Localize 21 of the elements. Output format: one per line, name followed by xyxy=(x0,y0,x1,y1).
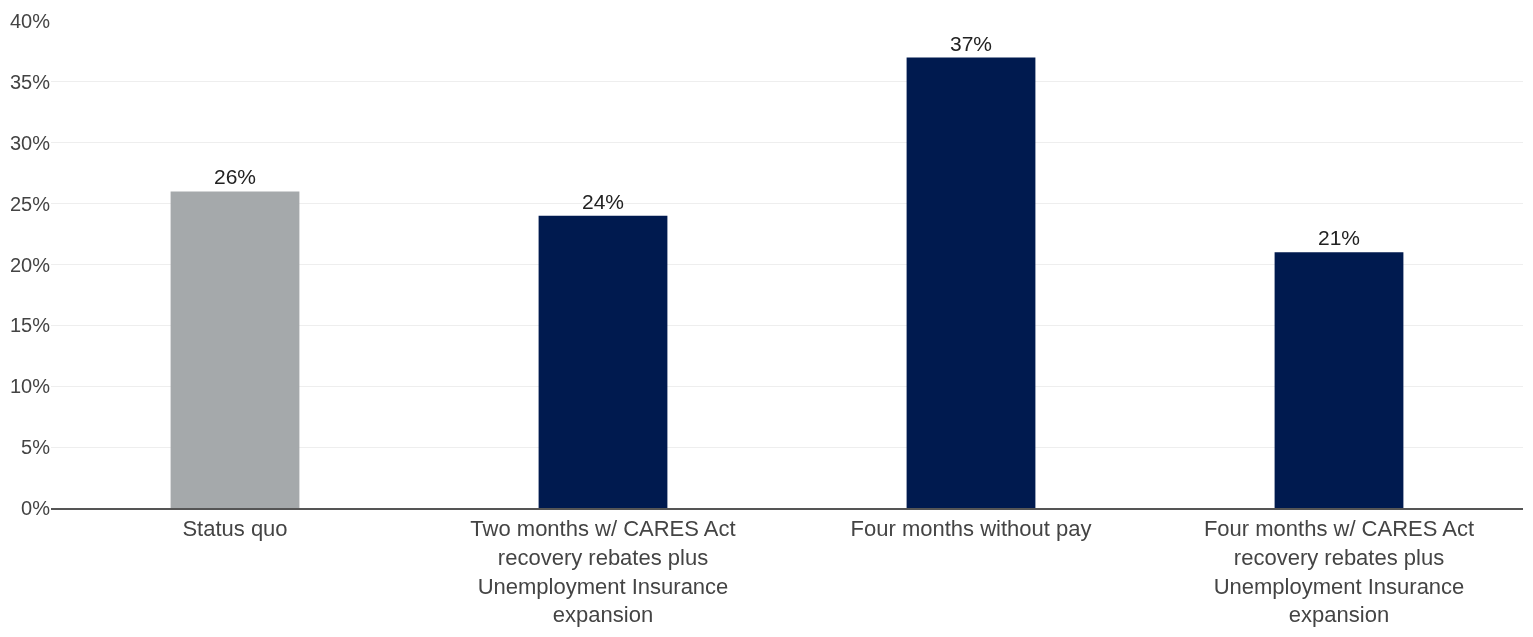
bar xyxy=(906,57,1036,508)
data-label: 24% xyxy=(581,189,625,213)
y-tick-label: 40% xyxy=(9,10,51,32)
y-tick-label: 30% xyxy=(9,131,51,154)
y-tick-label: 20% xyxy=(9,253,51,276)
x-tick-label: Two months w/ CARES Act recovery rebates plus Unemployment Insurance expansion xyxy=(470,516,736,628)
x-tick-label: Four months w/ CARES Act recovery rebates plus Unemployment Insurance expansion xyxy=(1203,516,1475,628)
data-label: 37% xyxy=(949,31,993,55)
y-tick-label: 15% xyxy=(9,314,51,337)
x-tick-label: Status quo xyxy=(182,516,288,542)
bar xyxy=(1274,252,1404,508)
y-tick-label: 10% xyxy=(9,375,51,398)
data-label: 21% xyxy=(1317,226,1361,250)
data-label: 26% xyxy=(213,165,257,189)
bar xyxy=(538,215,668,508)
y-tick-label: 0% xyxy=(21,497,51,519)
y-tick-label: 35% xyxy=(9,70,51,93)
y-tick-label: 5% xyxy=(21,436,51,459)
bar xyxy=(170,191,300,508)
x-tick-label: Four months without pay xyxy=(850,516,1092,542)
y-tick-label: 25% xyxy=(9,192,51,215)
